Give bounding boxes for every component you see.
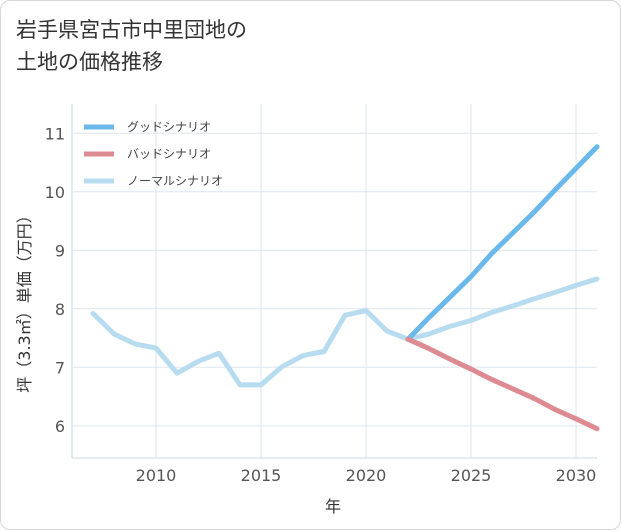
x-tick-label: 2030 [556,466,597,485]
chart-title: 岩手県宮古市中里団地の 土地の価格推移 [16,14,247,78]
y-tick-label: 9 [55,241,65,260]
x-tick-label: 2025 [451,466,492,485]
legend-label-1: バッドシナリオ [127,147,211,161]
x-tick-label: 2015 [241,466,282,485]
y-axis-ticks: 6 7 8 9 10 11 [45,124,65,436]
legend-label-0: グッドシナリオ [127,120,211,134]
x-tick-label: 2020 [346,466,387,485]
x-axis-title: 年 [325,497,341,516]
y-tick-label: 11 [45,124,65,143]
x-tick-label: 2010 [136,466,177,485]
chart-title-line1: 岩手県宮古市中里団地の [16,18,247,42]
y-tick-label: 7 [55,358,65,377]
x-axis-ticks: 2010 2015 2020 2025 2030 [136,466,597,485]
y-tick-label: 10 [45,183,65,202]
series-line-1 [405,336,600,432]
y-tick-label: 8 [55,300,65,319]
y-tick-label: 6 [55,417,65,436]
y-axis-title: 坪（3.3㎡）単価（万円） [15,207,34,392]
legend-label-2: ノーマルシナリオ [127,174,223,188]
series-line-0 [405,144,600,342]
chart-title-line2: 土地の価格推移 [16,50,163,74]
grid [71,104,597,459]
series-line-2 [90,276,600,388]
series-lines [90,144,600,432]
